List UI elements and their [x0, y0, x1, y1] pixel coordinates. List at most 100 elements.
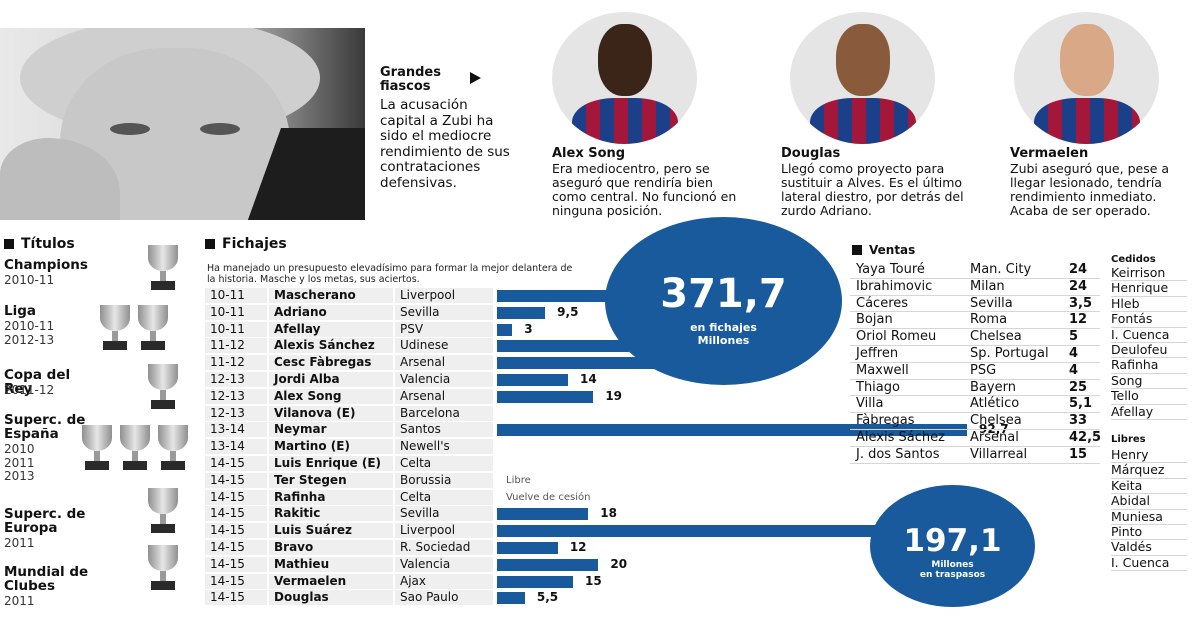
fichaje-season: 11-12: [205, 355, 267, 371]
fichaje-club: Celta: [395, 489, 493, 505]
fichaje-value: 5,5: [536, 590, 559, 605]
venta-player: Alexis Sáchez: [856, 430, 945, 445]
arrow-right-icon: [470, 72, 481, 84]
venta-value: 24: [1069, 262, 1088, 277]
venta-value: 33: [1069, 413, 1088, 429]
fichaje-player: Rakitic: [269, 506, 393, 522]
venta-value: 12: [1069, 312, 1088, 328]
venta-value: 5: [1069, 329, 1079, 345]
fichaje-player: Martino (E): [269, 439, 393, 455]
titulo-name: Liga: [4, 303, 37, 319]
titulo-year: 2011: [4, 455, 35, 470]
fichaje-club: Barcelona: [395, 405, 493, 421]
fichaje-row: 10-11 Afellay PSV 3: [205, 321, 805, 337]
total-fichajes-number: 371,7: [660, 271, 787, 317]
venta-club: Villarreal: [970, 446, 1028, 462]
trophy-icon: [148, 364, 178, 409]
venta-value: 3,5: [1069, 295, 1093, 311]
player-name: Alex Song: [552, 146, 626, 161]
fichaje-row: 14-15 Douglas Sao Paulo 5,5: [205, 590, 805, 606]
fichaje-row: 14-15 Mathieu Valencia 20: [205, 556, 805, 572]
fichaje-bar: [497, 575, 574, 588]
fichaje-club: Arsenal: [395, 355, 493, 371]
titulo-year: 2011: [4, 594, 35, 608]
fichaje-value: 15: [585, 573, 602, 588]
fichaje-season: 10-11: [205, 288, 267, 303]
fichaje-club: Borussia: [395, 472, 493, 488]
fichaje-row: 14-15 Vermaelen Ajax 15: [205, 573, 805, 589]
titulo-name: Mundial de Clubes: [4, 564, 89, 594]
cedidos-item: Keirrison: [1111, 265, 1187, 282]
fichaje-player: Luis Enrique (E): [269, 456, 393, 471]
fichaje-season: 14-15: [205, 556, 267, 572]
fichaje-season: 11-12: [205, 338, 267, 354]
fichaje-row: 14-15 Ter Stegen Borussia Libre: [205, 472, 805, 488]
fichaje-bar: [497, 357, 670, 370]
player-name: Douglas: [781, 146, 841, 161]
fichaje-value: 3: [524, 321, 533, 336]
fichaje-club: Sevilla: [395, 304, 493, 320]
trophy-icon: [148, 488, 178, 533]
square-bullet-icon: [4, 239, 14, 249]
venta-club: Atlético: [970, 396, 1020, 412]
fichaje-value: 9,5: [557, 304, 579, 319]
fichaje-season: 14-15: [205, 506, 267, 522]
trophy-icon: [120, 425, 150, 470]
fichaje-season: 14-15: [205, 489, 267, 505]
fichaje-bar: [497, 542, 558, 554]
trophy-icon: [82, 425, 112, 470]
fichaje-club: Arsenal: [395, 388, 493, 404]
fichaje-row: 14-15 Rafinha Celta Vuelve de cesión: [205, 489, 805, 505]
cedidos-item: Rafinha: [1111, 357, 1187, 374]
fichaje-row: 10-11 Adriano Sevilla 9,5: [205, 304, 805, 320]
fichaje-season: 14-15: [205, 540, 267, 555]
fichaje-row: 12-13 Vilanova (E) Barcelona: [205, 405, 805, 421]
venta-row: Fàbregas Chelsea 33: [850, 413, 1100, 430]
titulos-header-label: Títulos: [21, 236, 75, 252]
total-fichajes-unit: Millones: [697, 334, 750, 347]
fichaje-player: Rafinha: [269, 489, 393, 505]
fiascos-title: Grandes fiascos: [380, 65, 441, 94]
fichaje-value: 12: [569, 540, 587, 554]
libres-header: Libres: [1111, 434, 1146, 445]
total-ventas-number: 197,1: [903, 523, 1002, 559]
fichaje-season: 14-15: [205, 573, 267, 589]
venta-player: Villa: [856, 396, 884, 412]
libres-item: Keita: [1111, 478, 1187, 495]
titulo-year: 2013: [4, 469, 35, 483]
titulo-year: 2011-12: [4, 383, 55, 397]
fichaje-player: Bravo: [269, 540, 393, 555]
venta-player: Yaya Touré: [856, 262, 925, 277]
fichaje-player: Vilanova (E): [269, 405, 393, 421]
venta-club: Bayern: [970, 379, 1016, 395]
zubizarreta-portrait: [0, 28, 365, 220]
fichaje-season: 14-15: [205, 590, 267, 606]
fichaje-club: Liverpool: [395, 288, 493, 303]
fichaje-bar: [497, 323, 513, 336]
venta-row: Cáceres Sevilla 3,5: [850, 296, 1100, 313]
venta-row: Villa Atlético 5,1: [850, 396, 1100, 414]
trophy-icon: [148, 245, 178, 290]
venta-row: Jeffren Sp. Portugal 4: [850, 346, 1100, 363]
fichaje-row: 14-15 Bravo R. Sociedad 12: [205, 540, 805, 555]
fichaje-season: 14-15: [205, 456, 267, 471]
cedidos-item: Song: [1111, 373, 1187, 390]
fichaje-bar: [497, 374, 568, 386]
trophy-icon: [138, 305, 168, 350]
fichaje-player: Cesc Fàbregas: [269, 355, 393, 371]
venta-player: Thiago: [856, 379, 900, 395]
total-ventas-circle: 197,1 Millones en traspasos: [870, 485, 1035, 607]
venta-value: 15: [1069, 446, 1088, 462]
player-desc: Era mediocentro, pero se aseguró que ren…: [552, 161, 737, 218]
titulo-year: 2010: [4, 442, 35, 456]
player-photo: [552, 12, 697, 144]
fichaje-bar: [497, 340, 629, 353]
titulo-name: Superc. de Europa: [4, 506, 86, 536]
fichaje-season: 13-14: [205, 422, 267, 438]
fichaje-row: 14-15 Rakitic Sevilla 18: [205, 506, 805, 522]
fichaje-bar: [497, 558, 599, 571]
total-fichajes-circle: 371,7 en fichajes Millones: [605, 217, 842, 385]
fichaje-player: Jordi Alba: [269, 372, 393, 387]
venta-club: PSG: [970, 362, 997, 378]
